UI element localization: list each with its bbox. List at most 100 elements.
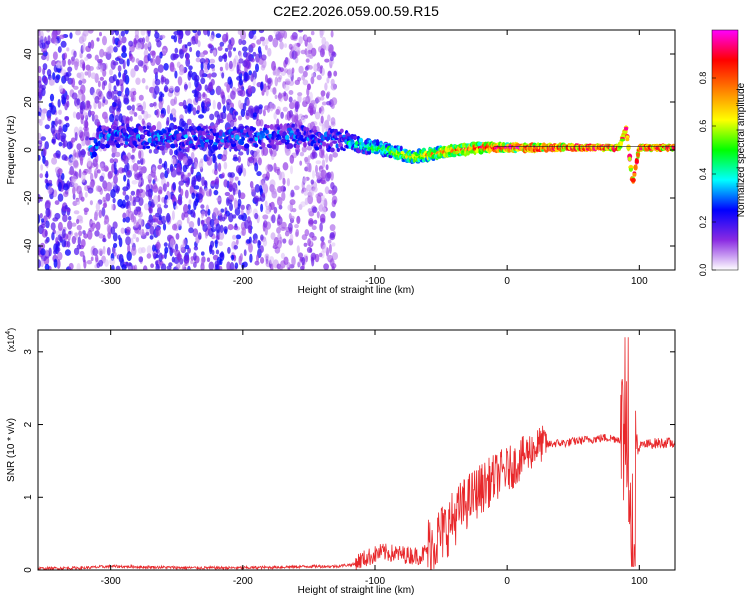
heatmap-cell	[61, 173, 65, 181]
heatmap-cell	[201, 176, 205, 187]
heatmap-cell	[306, 145, 313, 151]
heatmap-cell	[132, 90, 137, 96]
heatmap-cell	[90, 256, 94, 262]
heatmap-cell	[91, 114, 95, 122]
heatmap-cell	[144, 43, 149, 50]
heatmap-cell	[310, 99, 316, 105]
heatmap-cell	[198, 114, 204, 119]
heatmap-cell	[199, 52, 206, 58]
heatmap-cell	[326, 91, 331, 96]
heatmap-cell	[75, 30, 81, 36]
ridge-cell	[284, 134, 290, 141]
heatmap-cell	[113, 46, 118, 53]
heatmap-cell	[245, 52, 252, 62]
colorbar-gradient	[712, 30, 738, 270]
heatmap-cell	[246, 239, 251, 244]
heatmap-cell	[84, 56, 89, 61]
heatmap-cell	[207, 225, 212, 231]
ridge-cell	[112, 125, 117, 131]
heatmap-cell	[127, 262, 132, 267]
heatmap-cell	[166, 116, 170, 125]
heatmap-cell	[269, 101, 274, 112]
heatmap-cell	[222, 105, 227, 114]
heatmap-cell	[163, 63, 169, 71]
heatmap-cell	[260, 257, 265, 264]
ridge-cell	[277, 126, 281, 131]
heatmap-cell	[297, 261, 302, 267]
ridge-cell	[202, 130, 206, 135]
heatmap-cell	[188, 81, 192, 89]
colorbar-ticks: 0.0 0.2 0.4 0.6 0.8	[698, 72, 716, 276]
heatmap-cell	[42, 42, 46, 49]
heatmap-cell	[327, 114, 331, 122]
heatmap-cell	[319, 149, 324, 159]
heatmap-cell	[274, 68, 280, 77]
ridge-cell	[198, 130, 203, 136]
heatmap-cell	[288, 43, 293, 50]
heatmap-cell	[61, 94, 65, 100]
heatmap-cell	[259, 185, 263, 193]
heatmap-cell	[313, 219, 318, 225]
heatmap-cell	[265, 205, 271, 211]
heatmap-cell	[146, 245, 152, 255]
ridge-cell	[271, 141, 275, 145]
heatmap-cell	[312, 206, 318, 213]
heatmap-cell	[154, 30, 158, 34]
heatmap-cell	[232, 234, 237, 240]
heatmap-cell	[200, 204, 205, 209]
heatmap-cell	[109, 258, 116, 266]
heatmap-cell	[97, 101, 102, 109]
heatmap-cell	[57, 181, 62, 192]
heatmap-cell	[326, 76, 330, 84]
heatmap-cell	[38, 102, 41, 112]
heatmap-cell	[89, 200, 93, 206]
heatmap-cell	[254, 184, 260, 193]
heatmap-cell	[204, 210, 208, 217]
heatmap-cell	[197, 30, 202, 36]
heatmap-cell	[219, 66, 223, 72]
heatmap-cell	[174, 205, 179, 210]
heatmap-cell	[207, 208, 211, 216]
heatmap-cell	[120, 227, 125, 234]
heatmap-cell	[310, 30, 315, 36]
heatmap-cell	[129, 110, 135, 115]
heatmap-cell	[331, 97, 338, 106]
ridge-cell	[332, 140, 338, 144]
heatmap-cell	[94, 170, 97, 180]
heatmap-cell	[270, 201, 275, 211]
heatmap-cell	[149, 225, 155, 235]
heatmap-cell	[94, 54, 99, 61]
heatmap-cell	[293, 115, 299, 124]
heatmap-cell	[156, 203, 162, 209]
ridge-cell	[329, 142, 333, 147]
heatmap-cell	[132, 199, 137, 207]
heatmap-cell	[103, 220, 107, 225]
heatmap-cell	[153, 195, 159, 205]
heatmap-cell	[187, 158, 193, 165]
heatmap-cell	[127, 170, 131, 176]
heatmap-cell	[76, 112, 81, 120]
heatmap-cell	[324, 82, 328, 91]
ridge-cell	[621, 134, 627, 138]
heatmap-cell	[130, 190, 136, 196]
heatmap-cell	[38, 213, 41, 224]
heatmap-cell	[41, 47, 47, 53]
heatmap-cell	[307, 194, 314, 205]
ridge-cell	[194, 144, 199, 149]
heatmap-cell	[102, 69, 107, 77]
heatmap-cell	[79, 71, 85, 81]
heatmap-cell	[269, 256, 275, 265]
ridge-cell	[213, 128, 217, 134]
heatmap-cell	[95, 162, 99, 170]
heatmap-cell	[102, 245, 106, 255]
heatmap-cell	[51, 232, 55, 241]
heatmap-cell	[209, 63, 215, 69]
heatmap-cell	[50, 105, 57, 115]
heatmap-cell	[115, 57, 121, 62]
heatmap-cell	[309, 54, 314, 59]
heatmap-cell	[219, 252, 224, 258]
heatmap-cell	[187, 265, 191, 270]
heatmap-cell	[65, 71, 72, 77]
heatmap-cell	[155, 212, 160, 218]
ridge-cell	[159, 145, 165, 151]
